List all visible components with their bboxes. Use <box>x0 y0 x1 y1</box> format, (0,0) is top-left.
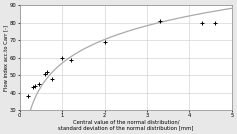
Point <box>213 22 217 24</box>
Point <box>60 57 64 59</box>
Point <box>43 72 47 75</box>
Point <box>200 22 204 24</box>
Point <box>158 20 162 22</box>
Point <box>103 41 106 43</box>
Point <box>69 58 73 61</box>
Point <box>31 86 34 89</box>
Point <box>33 85 36 87</box>
Point <box>46 71 49 73</box>
X-axis label: Central value of the normal distribution/
standard deviation of the normal distr: Central value of the normal distribution… <box>58 120 194 131</box>
Point <box>26 95 30 97</box>
Point <box>37 83 41 85</box>
Y-axis label: Flow index acc.to Carr [-]: Flow index acc.to Carr [-] <box>4 25 9 91</box>
Point <box>50 78 54 80</box>
